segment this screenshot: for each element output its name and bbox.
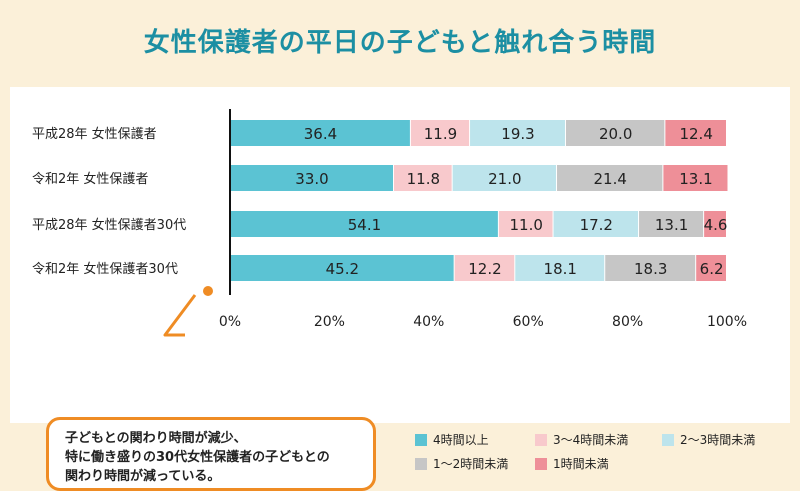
bar-segment (470, 120, 565, 146)
callout-pointer (163, 294, 197, 337)
legend-label: 1時間未満 (553, 457, 609, 471)
callout-box: 子どもとの関わり時間が減少、 特に働き盛りの30代女性保護者の子どもとの 関わり… (46, 417, 376, 491)
bar-segment (557, 165, 663, 191)
callout-dot (203, 286, 213, 296)
bar-segment (704, 211, 726, 237)
bar-segment (230, 255, 454, 281)
data-label: 12.2 (468, 260, 501, 278)
legend-swatch (415, 457, 427, 470)
category-label: 令和2年 女性保護者30代 (32, 261, 178, 277)
bar-segment (663, 165, 728, 191)
bar-segment (230, 211, 498, 237)
data-label: 12.4 (679, 125, 712, 143)
x-tick-label: 60% (513, 314, 544, 330)
chart-legend: 4時間以上 3〜4時間未満 2〜3時間未満 1〜2時間未満 1時間未満 (415, 431, 785, 481)
category-label: 平成28年 女性保護者 (32, 126, 157, 142)
bar-segment (565, 120, 665, 146)
data-label: 18.3 (634, 260, 667, 278)
data-label: 19.3 (501, 125, 534, 143)
legend-item: 3〜4時間未満 (535, 431, 628, 448)
data-label: 13.1 (679, 170, 712, 188)
data-label: 13.1 (655, 216, 688, 234)
data-label: 45.2 (326, 260, 359, 278)
bar-segment (665, 120, 726, 146)
data-label: 21.4 (594, 170, 627, 188)
data-label: 36.4 (304, 125, 337, 143)
bar-segment (605, 255, 696, 281)
legend-item: 1〜2時間未満 (415, 455, 508, 472)
legend-swatch (535, 457, 547, 470)
legend-label: 3〜4時間未満 (553, 433, 629, 447)
x-tick-label: 20% (314, 314, 345, 330)
bar-segment (639, 211, 704, 237)
data-label: 6.2 (700, 260, 724, 278)
callout-line-1: 子どもとの関わり時間が減少、 (65, 431, 247, 446)
bar-segment (230, 165, 394, 191)
data-label: 18.1 (544, 260, 577, 278)
bar-segment (454, 255, 515, 281)
x-tick-label: 40% (413, 314, 444, 330)
bar-segment (515, 255, 605, 281)
bar-segment (553, 211, 639, 237)
bar-chart: 平成28年 女性保護者 36.4 11.9 19.3 20.0 12.4 令和2年 女性保護… (32, 109, 747, 337)
legend-item: 1時間未満 (535, 455, 609, 472)
chart-title: 女性保護者の平日の子どもと触れ合う時間 (143, 28, 657, 58)
chart-panel: 平成28年 女性保護者 36.4 11.9 19.3 20.0 12.4 令和2年 女性保護… (10, 87, 790, 491)
legend-label: 1〜2時間未満 (433, 457, 509, 471)
data-label: 4.6 (704, 216, 728, 234)
callout-line-3: 関わり時間が減っている。 (65, 469, 221, 484)
x-tick-label: 0% (219, 314, 241, 330)
legend-item: 2〜3時間未満 (662, 431, 755, 448)
data-label: 33.0 (295, 170, 328, 188)
bar-segment (696, 255, 726, 281)
bar-segment (498, 211, 553, 237)
category-label: 平成28年 女性保護者30代 (32, 217, 186, 233)
data-label: 21.0 (488, 170, 521, 188)
legend-label: 2〜3時間未満 (680, 433, 756, 447)
legend-label: 4時間以上 (433, 433, 489, 447)
data-label: 54.1 (348, 216, 381, 234)
callout-line-2: 特に働き盛りの30代女性保護者の子どもとの (65, 450, 330, 465)
data-label: 11.8 (407, 170, 440, 188)
legend-swatch (535, 433, 547, 446)
x-tick-label: 80% (612, 314, 643, 330)
bar-segment (410, 120, 470, 146)
data-label: 20.0 (599, 125, 632, 143)
legend-swatch (415, 433, 427, 446)
bar-segment (452, 165, 557, 191)
bar-segment (230, 120, 410, 146)
bar-segment (394, 165, 452, 191)
data-label: 11.0 (510, 216, 543, 234)
legend-item: 4時間以上 (415, 431, 489, 448)
data-label: 17.2 (580, 216, 613, 234)
data-label: 11.9 (424, 125, 457, 143)
legend-swatch (662, 433, 674, 446)
x-tick-label: 100% (707, 314, 747, 330)
category-label: 令和2年 女性保護者 (32, 171, 148, 187)
